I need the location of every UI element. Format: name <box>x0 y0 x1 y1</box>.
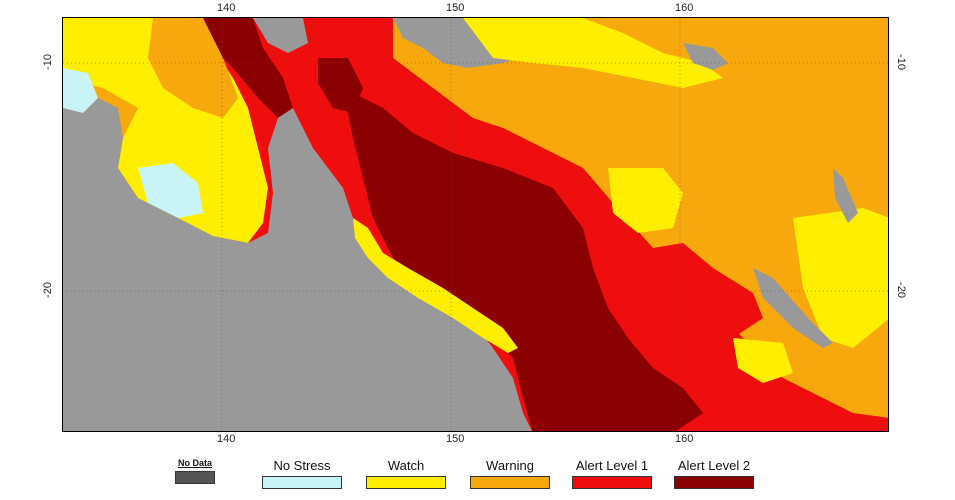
no-stress-gulf-south <box>138 163 203 218</box>
legend-swatch-warning <box>470 476 550 489</box>
legend-swatch-alert-level-1 <box>572 476 652 489</box>
alert2-core <box>343 88 703 431</box>
legend-swatch-no-data <box>175 471 215 484</box>
legend-label-watch: Watch <box>387 458 425 473</box>
alert2-strait <box>318 58 363 113</box>
legend-alert-level-2: Alert Level 2 <box>674 458 754 494</box>
lon-tick-bottom-140: 140 <box>217 433 236 445</box>
australia-land <box>63 98 532 431</box>
vanuatu-islands <box>833 168 858 223</box>
legend-label-no-data: No Data <box>177 458 212 468</box>
warning-gulf <box>148 18 238 118</box>
new-caledonia <box>753 268 833 348</box>
no-stress-gulf-west <box>63 68 98 113</box>
lon-tick-bottom-150: 150 <box>446 433 465 445</box>
lon-tick-top-140: 140 <box>217 2 236 14</box>
legend-label-warning: Warning <box>486 458 534 473</box>
solomon-islands <box>683 43 728 70</box>
lat-tick-right-20: -20 <box>894 282 907 298</box>
legend-no-stress: No Stress <box>262 458 342 494</box>
heat-stress-map <box>62 17 889 432</box>
watch-east-mid <box>608 168 683 233</box>
legend-alert-level-1: Alert Level 1 <box>572 458 652 494</box>
alert2-north <box>203 18 293 118</box>
watch-east-right <box>793 208 888 348</box>
legend-label-alert-level-1: Alert Level 1 <box>575 458 649 473</box>
lon-tick-top-160: 160 <box>675 2 694 14</box>
legend-swatch-alert-level-2 <box>674 476 754 489</box>
land-north-west <box>253 18 308 53</box>
watch-northeast <box>463 18 723 88</box>
legend-label-alert-level-2: Alert Level 2 <box>677 458 751 473</box>
legend-swatch-no-stress <box>262 476 342 489</box>
alert1-tongue-east <box>653 243 763 338</box>
lon-tick-bottom-160: 160 <box>675 433 694 445</box>
map-canvas <box>63 18 888 431</box>
lat-tick-left-10: -10 <box>41 54 54 70</box>
watch-coast-strip <box>353 218 518 353</box>
legend-no-data: No Data <box>175 458 215 489</box>
lat-tick-left-20: -20 <box>41 282 54 298</box>
watch-east-bottom <box>733 338 793 383</box>
legend-watch: Watch <box>366 458 446 494</box>
legend-swatch-watch <box>366 476 446 489</box>
lat-tick-right-10: -10 <box>894 54 907 70</box>
legend-warning: Warning <box>470 458 550 494</box>
lon-tick-top-150: 150 <box>446 2 465 14</box>
legend-label-no-stress: No Stress <box>273 458 331 473</box>
